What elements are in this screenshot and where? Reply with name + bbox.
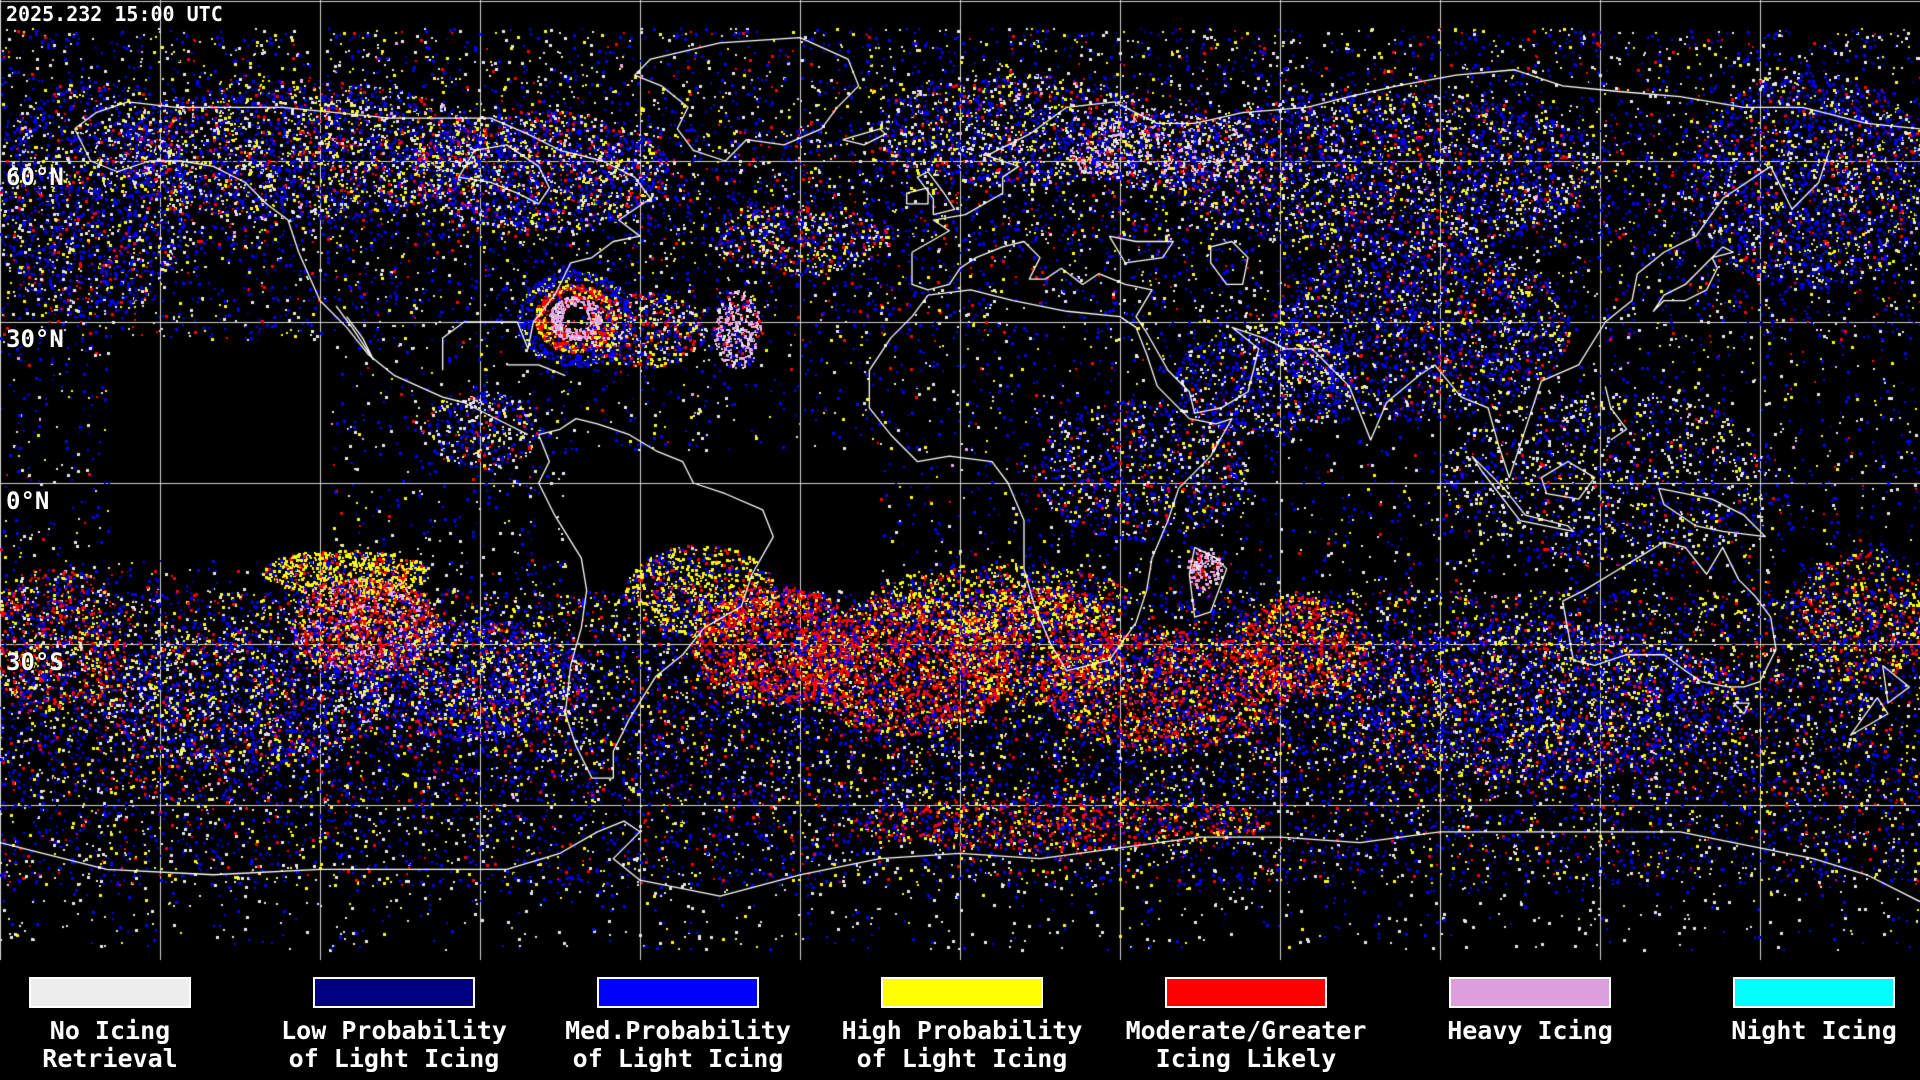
legend-swatch-4 (1165, 977, 1327, 1008)
lat-label-1: 30°N (6, 325, 64, 353)
legend-item-3: High Probability of Light Icing (812, 966, 1112, 1073)
legend-label-1: Low Probability of Light Icing (281, 1016, 507, 1073)
legend-item-4: Moderate/Greater Icing Likely (1096, 966, 1396, 1073)
legend-swatch-1 (313, 977, 475, 1008)
legend-swatch-5 (1449, 977, 1611, 1008)
legend-label-6: Night Icing (1731, 1016, 1897, 1045)
legend-label-5: Heavy Icing (1447, 1016, 1613, 1045)
lat-label-3: 30°S (6, 648, 64, 676)
legend-label-3: High Probability of Light Icing (841, 1016, 1083, 1073)
legend-label-4: Moderate/Greater Icing Likely (1125, 1016, 1367, 1073)
legend-item-6: Night Icing (1664, 966, 1920, 1045)
legend-item-2: Med.Probability of Light Icing (528, 966, 828, 1073)
lat-label-2: 0°N (6, 487, 50, 515)
legend-item-1: Low Probability of Light Icing (244, 966, 544, 1073)
legend-swatch-3 (881, 977, 1043, 1008)
legend-item-0: No Icing Retrieval (0, 966, 260, 1073)
world-icing-map: 2025.232 15:00 UTC 60°N 30°N 0°N 30°S (0, 0, 1920, 966)
icing-data-map-canvas (0, 0, 1920, 966)
legend-swatch-2 (597, 977, 759, 1008)
lat-label-0: 60°N (6, 163, 64, 191)
legend-bar: No Icing Retrieval Low Probability of Lig… (0, 966, 1920, 1080)
legend-item-5: Heavy Icing (1380, 966, 1680, 1045)
timestamp-label: 2025.232 15:00 UTC (6, 2, 223, 26)
legend-label-2: Med.Probability of Light Icing (565, 1016, 791, 1073)
legend-swatch-6 (1733, 977, 1895, 1008)
legend-swatch-0 (29, 977, 191, 1008)
legend-label-0: No Icing Retrieval (42, 1016, 178, 1073)
